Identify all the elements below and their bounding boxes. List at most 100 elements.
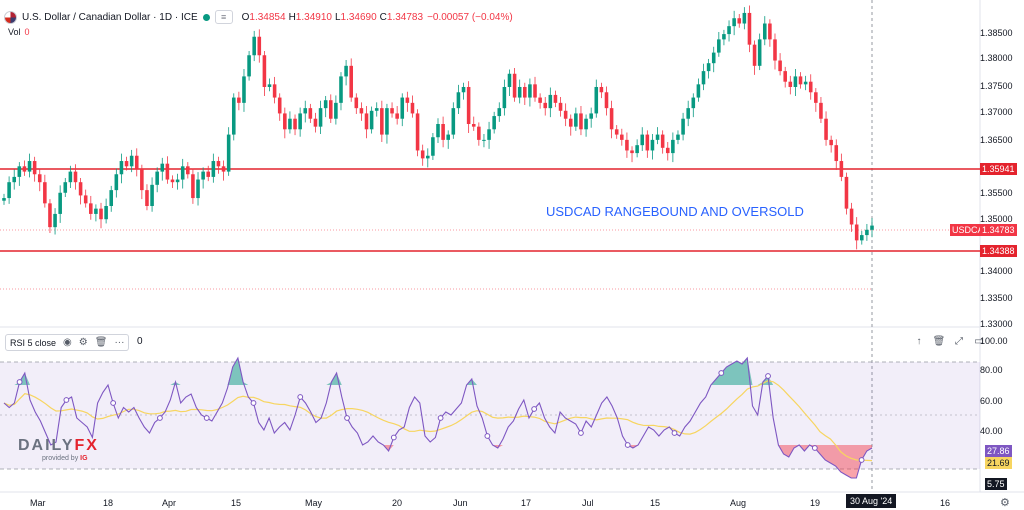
arrow-up-icon[interactable]: ↑: [916, 336, 922, 347]
high-label: H: [288, 11, 296, 23]
time-tick: 15: [231, 498, 242, 508]
candle-body: [625, 139, 629, 151]
rsi-marker: [16, 379, 23, 385]
candle-body: [364, 113, 369, 130]
open-value: 1.34854: [249, 11, 286, 23]
compare-icon[interactable]: ≡: [214, 10, 233, 24]
candle-body: [492, 116, 496, 130]
candle-body: [288, 118, 292, 130]
candle-body: [37, 174, 42, 183]
candle-body: [318, 108, 323, 127]
rsi-ma-line: [3, 380, 873, 462]
us-canada-flag-icon: [4, 10, 17, 24]
rsi-ma-value-tag: 21.69: [985, 457, 1012, 469]
candle-body: [574, 113, 578, 127]
candle-body: [201, 171, 205, 180]
rsi-marker: [250, 400, 257, 406]
candle-body: [834, 145, 839, 162]
candle-body: [410, 102, 415, 114]
candle-body: [681, 118, 685, 135]
trash-icon[interactable]: 🗑: [94, 337, 108, 348]
candle-body: [517, 86, 522, 98]
time-tick: May: [305, 498, 323, 508]
candle-body: [339, 76, 343, 103]
gear-icon[interactable]: ⚙: [78, 337, 88, 348]
candle-body: [308, 108, 313, 119]
pane-controls: ↑ 🗑 ⤢ ▭: [910, 334, 990, 350]
price-tick: 1.37000: [980, 107, 1013, 117]
crosshair-date-label: 30 Aug '24: [846, 494, 897, 508]
price-tick: 1.36500: [980, 135, 1013, 145]
candle-body: [155, 171, 159, 185]
rsi-marker: [578, 430, 584, 436]
candle-body: [431, 137, 435, 156]
candle-body: [349, 65, 353, 98]
candle-body: [507, 73, 512, 87]
rsi-marker: [203, 415, 210, 421]
chart-annotation-text[interactable]: USDCAD RANGEBOUND AND OVERSOLD: [546, 204, 804, 219]
candle-body: [196, 179, 200, 199]
candle-body: [691, 97, 696, 109]
candle-body: [94, 208, 98, 214]
rsi-line: [3, 356, 873, 479]
candle-body: [584, 118, 588, 130]
candle-body: [824, 118, 828, 140]
candle-body: [257, 36, 262, 56]
candle-body: [226, 134, 231, 172]
price-tick: 1.33500: [980, 293, 1013, 303]
rsi-marker: [671, 430, 678, 436]
restore-icon[interactable]: ▭: [974, 336, 984, 347]
trash-icon[interactable]: 🗑: [932, 336, 946, 347]
candle-body: [48, 203, 52, 228]
candle-body: [609, 108, 614, 130]
time-tick: 15: [650, 498, 661, 508]
candle-body: [604, 92, 609, 109]
candle-body: [451, 108, 456, 135]
candle-body: [441, 124, 445, 140]
time-tick: Mar: [30, 498, 46, 508]
candle-body: [191, 174, 195, 199]
chart-header: U.S. Dollar / Canadian Dollar · 1D · ICE…: [4, 9, 513, 25]
dailyfx-logo: DAILYFX provided by IG: [18, 437, 99, 462]
symbol-title[interactable]: U.S. Dollar / Canadian Dollar · 1D · ICE: [22, 11, 198, 23]
candle-body: [27, 161, 32, 172]
rsi-marker: [765, 373, 771, 379]
rsi-legend[interactable]: RSI 5 close ◉ ⚙ 🗑 ···: [5, 334, 130, 351]
candle-body: [231, 97, 236, 135]
candle-body: [727, 26, 731, 35]
low-label: L: [334, 11, 341, 23]
candle-body: [589, 113, 593, 119]
candle-body: [865, 229, 869, 236]
candle-body: [140, 168, 144, 191]
rsi-markers: [16, 370, 865, 463]
rsi-tick: 60.00: [980, 396, 1003, 406]
rsi-oversold-fill: [4, 445, 872, 478]
candle-body: [466, 86, 471, 125]
candle-body: [109, 190, 114, 206]
eye-icon[interactable]: ◉: [63, 337, 72, 348]
candle-body: [43, 182, 47, 204]
candlestick-series: [2, 5, 874, 250]
candle-body: [186, 166, 190, 175]
high-value: 1.34910: [295, 11, 332, 23]
candle-body: [768, 23, 772, 40]
candle-body: [252, 36, 256, 56]
settings-icon[interactable]: ⚙: [1000, 497, 1010, 509]
candle-body: [747, 12, 752, 45]
maximize-icon[interactable]: ⤢: [955, 336, 963, 347]
open-label: O: [241, 11, 250, 23]
candle-body: [650, 139, 655, 151]
candle-body: [426, 155, 430, 159]
price-tick: 1.37500: [980, 81, 1013, 91]
rsi-marker: [811, 445, 818, 451]
candle-body: [211, 161, 216, 177]
more-icon[interactable]: ···: [114, 337, 125, 348]
rsi-marker: [63, 397, 70, 403]
candle-body: [405, 97, 410, 103]
candle-body: [12, 176, 16, 183]
candle-body: [497, 108, 502, 117]
candle-body: [645, 134, 650, 151]
candle-body: [512, 73, 517, 98]
support-level-label: 1.34388: [980, 245, 1017, 257]
